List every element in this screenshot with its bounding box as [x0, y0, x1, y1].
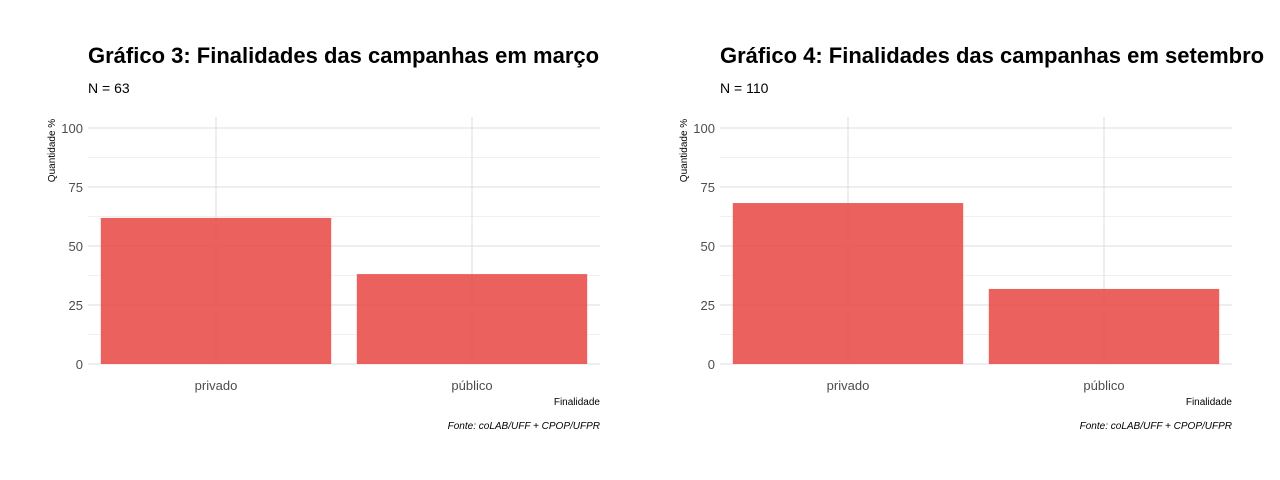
bar: [732, 203, 964, 364]
chart-caption: Fonte: coLAB/UFF + CPOP/UFPR: [447, 421, 600, 432]
chart-panel-september: 0 25 50 75 100 privado público Finalidade Quanti…: [632, 0, 1272, 480]
bar: [988, 288, 1220, 364]
x-axis-label: Finalidade: [1186, 397, 1233, 408]
y-tick-label: 0: [708, 357, 715, 372]
y-tick-label: 50: [69, 239, 83, 254]
y-axis-label: Quantidade %: [679, 119, 690, 182]
chart-subtitle: N = 63: [88, 80, 130, 96]
x-tick-label: privado: [827, 378, 870, 393]
chart-title: Gráfico 3: Finalidades das campanhas em …: [88, 43, 600, 68]
x-tick-label: público: [1083, 378, 1124, 393]
chart-plot-march: 0 25 50 75 100 privado público Finalidade Quanti…: [47, 117, 601, 408]
y-tick-label: 75: [69, 180, 83, 195]
chart-panel-march: 0 25 50 75 100 privado público Finalidade Quanti…: [47, 43, 601, 432]
chart-caption: Fonte: coLAB/UFF + CPOP/UFPR: [1079, 421, 1232, 432]
chart-plot-september: 0 25 50 75 100 privado público Finalidade Quanti…: [679, 117, 1233, 408]
x-tick-label: público: [451, 378, 492, 393]
y-tick-label: 0: [76, 357, 83, 372]
y-tick-label: 25: [701, 298, 715, 313]
bar: [356, 274, 588, 364]
y-tick-label: 25: [69, 298, 83, 313]
y-tick-label: 50: [701, 239, 715, 254]
y-axis-label: Quantidade %: [47, 119, 58, 182]
x-tick-label: privado: [195, 378, 238, 393]
x-axis-label: Finalidade: [554, 397, 601, 408]
chart-subtitle: N = 110: [720, 80, 769, 96]
y-tick-label: 75: [701, 180, 715, 195]
bar: [100, 217, 332, 364]
y-tick-label: 100: [61, 121, 83, 136]
chart-title: Gráfico 4: Finalidades das campanhas em …: [720, 43, 1265, 68]
y-tick-label: 100: [693, 121, 715, 136]
